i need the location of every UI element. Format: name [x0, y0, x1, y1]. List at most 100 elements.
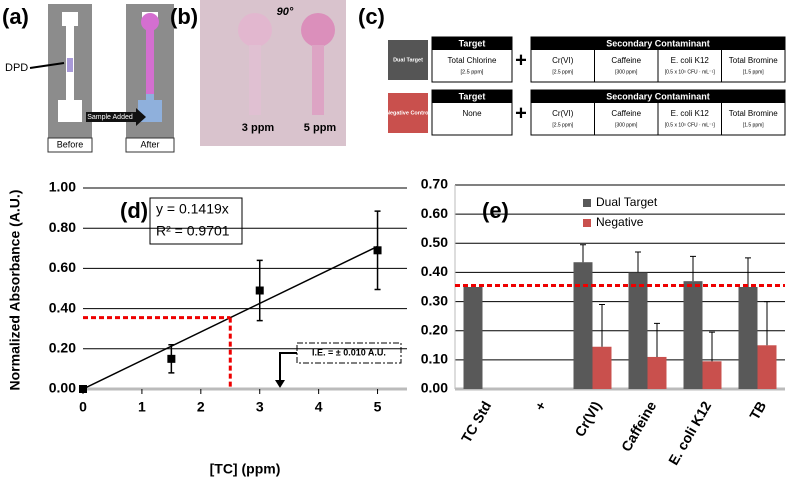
contaminant-conc: [2.5 ppm]	[552, 122, 573, 128]
target-conc: [2.5 ppm]	[461, 69, 484, 75]
spot	[301, 13, 335, 47]
y-tick-label: 0.70	[421, 176, 448, 192]
y-tick-label: 0.30	[421, 292, 448, 308]
spot	[141, 13, 159, 31]
point	[255, 286, 264, 295]
table-header	[432, 37, 512, 50]
table-header	[531, 90, 785, 103]
target: None	[462, 109, 482, 118]
x-tick-label: E. coli K12	[665, 398, 714, 468]
error-bar	[690, 255, 696, 282]
error-bar	[709, 331, 715, 362]
x-tick-label: 3	[256, 399, 264, 415]
contaminant-conc: [2.5 ppm]	[552, 69, 573, 75]
x-tick-label: TC Std	[458, 398, 494, 445]
legend-swatch	[583, 219, 591, 227]
y-tick-label: 0.00	[421, 380, 448, 396]
bar	[628, 272, 648, 389]
x-tick-label: Cr(VI)	[571, 398, 604, 439]
error-bar	[635, 251, 641, 273]
y-tick-label: 0.20	[49, 340, 76, 356]
annotation-arrow	[279, 352, 297, 383]
header: Target	[459, 91, 486, 101]
y-tick-label: 0.60	[49, 259, 76, 275]
x-tick-label: Caffeine	[618, 398, 660, 454]
conc-label: 3 ppm	[242, 122, 275, 134]
x-tick-label: 5	[374, 399, 382, 415]
point	[167, 354, 176, 363]
fit-box	[149, 197, 243, 245]
box	[125, 137, 175, 153]
contaminant: Caffeine	[611, 109, 641, 118]
header: Secondary Contaminant	[606, 38, 710, 48]
spot	[238, 13, 272, 47]
x-tick-label: 2	[197, 399, 205, 415]
arrow-label: Sample Added	[87, 114, 133, 121]
legend-swatch	[388, 93, 428, 133]
plus: +	[515, 49, 527, 71]
legend-label: Dual Target	[393, 57, 423, 63]
contaminant: E. coli K12	[671, 109, 710, 118]
bar	[463, 287, 483, 389]
legend-swatch	[583, 199, 591, 207]
x-axis-title: [TC] (ppm)	[210, 461, 281, 477]
bar	[647, 356, 667, 389]
bar	[683, 281, 703, 389]
annotation: I.E. = ± 0.010 A.U.	[312, 347, 386, 357]
panel-label: (d)	[120, 198, 148, 223]
y-tick-label: 0.10	[421, 351, 448, 367]
contaminant-conc: [300 ppm]	[615, 69, 638, 75]
y-axis-title: Normalized Absorbance (A.U.)	[7, 190, 23, 391]
x-tick-label: 4	[315, 399, 323, 415]
pointer	[29, 62, 65, 69]
pointer-label: DPD	[5, 62, 28, 74]
arrow-head	[275, 380, 285, 388]
arrow	[86, 108, 146, 126]
x-tick-label: +	[531, 398, 549, 413]
point	[373, 246, 382, 255]
header: Secondary Contaminant	[606, 91, 710, 101]
panel-label: (c)	[358, 4, 385, 29]
contaminant: Caffeine	[611, 56, 641, 65]
conc-label: 5 ppm	[304, 122, 337, 134]
legend-label: Dual Target	[596, 195, 658, 209]
panel-label: (b)	[170, 4, 198, 29]
legend-swatch	[388, 40, 428, 80]
contaminant-conc: [1.5 ppm]	[743, 122, 764, 128]
y-tick-label: 0.20	[421, 321, 448, 337]
y-tick-label: 0.40	[49, 299, 76, 315]
y-tick-label: 0.00	[49, 380, 76, 396]
fit-r2: R² = 0.9701	[156, 223, 230, 239]
bar	[592, 346, 612, 389]
fit-equation: y = 0.1419x	[156, 201, 229, 217]
table-header	[531, 37, 785, 50]
error-bar	[745, 257, 751, 287]
x-tick-label: 0	[79, 399, 87, 415]
box	[47, 137, 93, 153]
bar	[702, 361, 722, 389]
channel	[249, 45, 261, 115]
contaminant: Cr(VI)	[552, 56, 574, 65]
x-tick-label: TB	[746, 398, 769, 422]
contaminant: Total Bromine	[729, 56, 778, 65]
bar	[757, 345, 777, 389]
table-header	[432, 90, 512, 103]
channel	[312, 45, 324, 115]
contaminant-conc: [0.5 x 10⁵ CFU · mL⁻¹]	[665, 69, 716, 75]
y-tick-label: 0.40	[421, 263, 448, 279]
contaminant: Cr(VI)	[552, 109, 574, 118]
before-label: Before	[57, 139, 84, 149]
dpd-spot	[67, 58, 73, 72]
y-tick-label: 0.50	[421, 234, 448, 250]
contaminant-conc: [1.5 ppm]	[743, 69, 764, 75]
target: Total Chlorine	[448, 56, 497, 65]
error-bar	[580, 244, 586, 263]
point	[79, 385, 87, 393]
legend-label: Negative Control	[386, 110, 430, 116]
contaminant-conc: [300 ppm]	[615, 122, 638, 128]
x-tick-label: 1	[138, 399, 146, 415]
blue	[138, 94, 162, 122]
contaminant: Total Bromine	[729, 109, 778, 118]
